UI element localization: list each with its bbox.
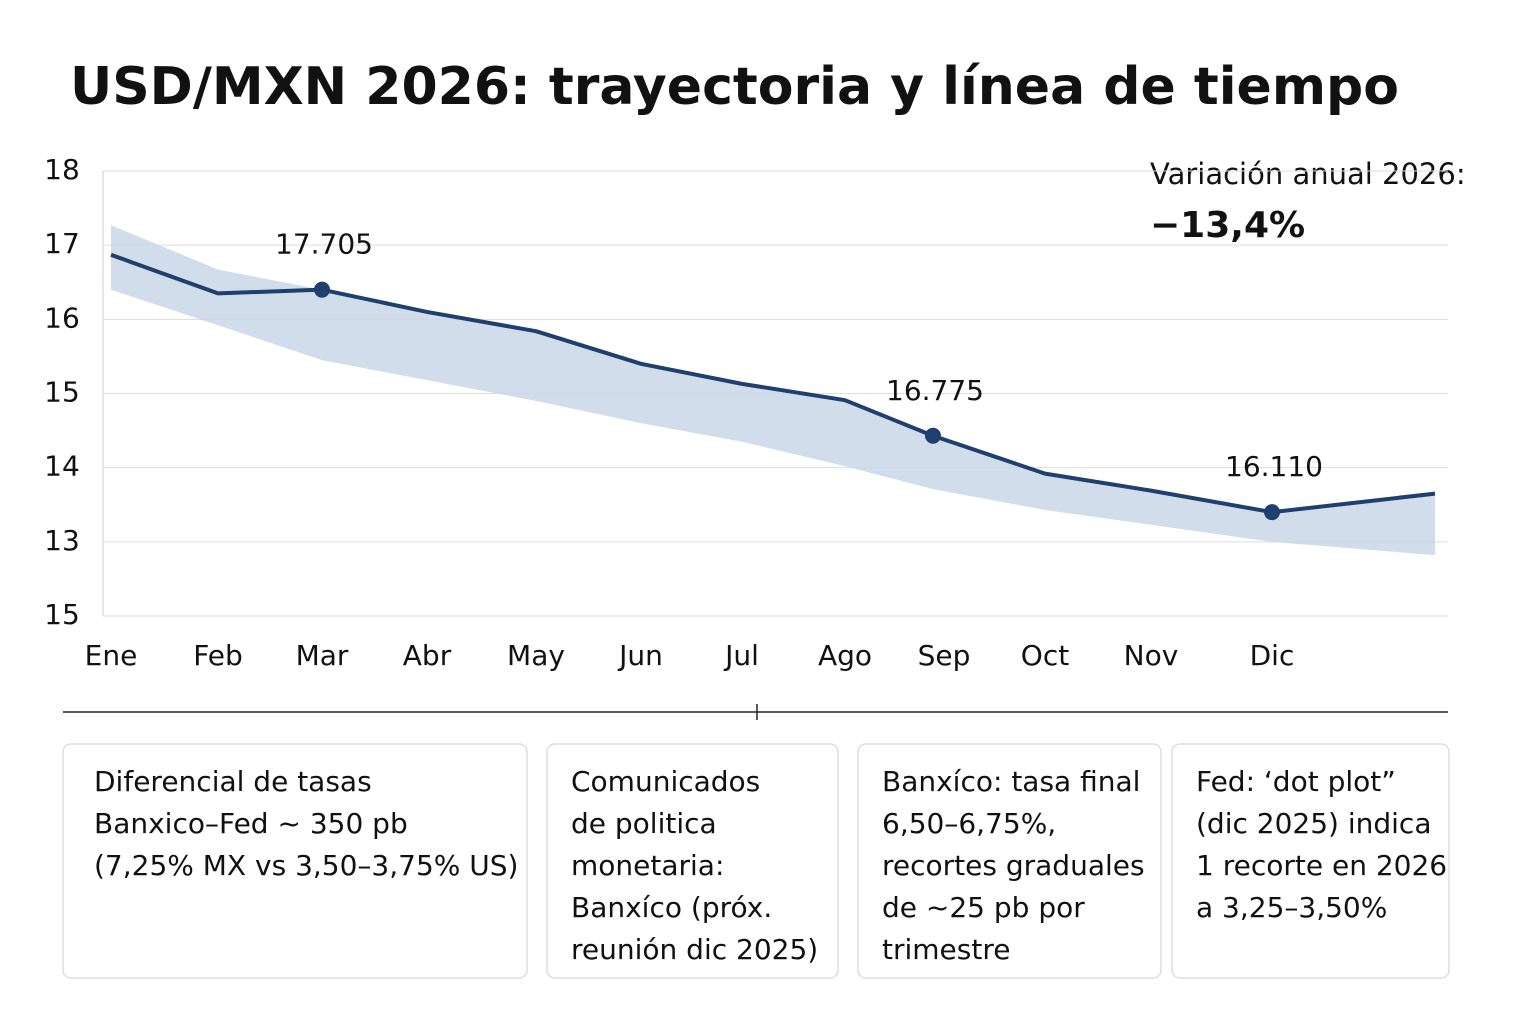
note-text: reunión dic 2025) <box>571 933 818 966</box>
marker <box>925 427 941 444</box>
annotation: 17.705 <box>275 228 373 261</box>
note-text: Banxico–Fed ~ 350 pb <box>94 807 408 840</box>
annotation: 16.110 <box>1225 450 1323 483</box>
note-text: 6,50–6,75%, <box>882 807 1056 840</box>
note-box <box>1171 743 1450 979</box>
x-tick-label: Jun <box>617 639 663 672</box>
note-text: Fed: ‘dot plot” <box>1196 765 1396 798</box>
note-text: Comunicados <box>571 765 760 798</box>
summary-label: Variación anual 2026: <box>1150 157 1466 191</box>
note-box <box>62 743 528 979</box>
note-box <box>857 743 1162 979</box>
note-text: de ~25 pb por <box>882 891 1085 924</box>
x-tick-label: Feb <box>193 639 243 672</box>
marker <box>314 281 330 298</box>
x-tick-label: Ene <box>85 639 138 672</box>
marker <box>1264 504 1280 521</box>
x-tick-label: Dic <box>1250 639 1295 672</box>
x-tick-label: Nov <box>1124 639 1179 672</box>
annotation: 16.775 <box>886 374 984 407</box>
note-text: recortes graduales <box>882 849 1145 882</box>
y-tick-label: 14 <box>44 450 80 483</box>
y-tick-label: 15 <box>44 598 80 631</box>
x-tick-label: Oct <box>1021 639 1069 672</box>
note-text: trimestre <box>882 933 1010 966</box>
y-tick-label: 18 <box>44 153 80 186</box>
x-tick-label: Mar <box>296 639 349 672</box>
x-tick-label: Sep <box>918 639 971 672</box>
note-text: (7,25% MX vs 3,50–3,75% US) <box>94 849 518 882</box>
y-tick-label: 13 <box>44 524 80 557</box>
chart-title: USD/MXN 2026: trayectoria y línea de tie… <box>70 57 1399 117</box>
note-text: Banxíco (próx. <box>571 891 772 924</box>
y-tick-label: 16 <box>44 301 80 334</box>
note-text: monetaria: <box>571 849 724 882</box>
note-text: (dic 2025) indica <box>1196 807 1431 840</box>
note-text: de politica <box>571 807 717 840</box>
x-tick-label: Ago <box>818 639 872 672</box>
note-text: 1 recorte en 2026 <box>1196 849 1447 882</box>
note-text: Diferencial de tasas <box>94 765 372 798</box>
x-tick-label: Abr <box>403 639 452 672</box>
y-tick-label: 17 <box>44 227 80 260</box>
x-tick-label: Jul <box>723 639 759 672</box>
y-tick-label: 15 <box>44 376 80 409</box>
note-text: a 3,25–3,50% <box>1196 891 1387 924</box>
x-tick-label: May <box>507 639 565 672</box>
summary-value: −13,4% <box>1150 205 1305 246</box>
note-box <box>546 743 839 979</box>
note-text: Banxíco: tasa final <box>882 765 1140 798</box>
summary-bg <box>1140 150 1450 250</box>
